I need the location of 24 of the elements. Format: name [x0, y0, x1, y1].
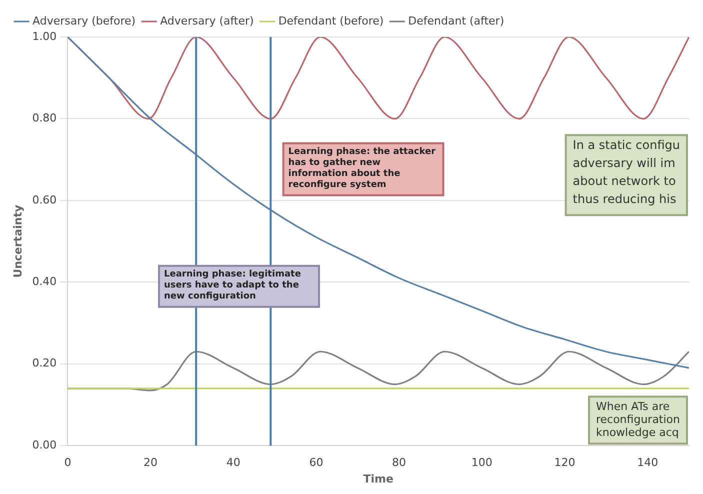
x-tick-label: 20	[144, 456, 158, 470]
y-tick-label: 1.00	[32, 30, 57, 43]
legend-label: Adversary (after)	[160, 14, 254, 28]
x-tick-label: 40	[226, 456, 240, 470]
x-tick-label: 140	[637, 456, 658, 470]
x-axis-title: Time	[363, 472, 394, 486]
y-tick-label: 0.20	[32, 356, 57, 370]
legend-label: Defendant (before)	[278, 14, 384, 28]
y-axis-title: Uncertainty	[11, 204, 24, 278]
legend-label: Defendant (after)	[408, 14, 504, 28]
y-tick-label: 0.40	[32, 275, 57, 288]
annotation: Learning phase: legitimate users have to adapt to the new configuration	[164, 270, 301, 302]
legend-label: Adversary (before)	[32, 14, 136, 28]
y-tick-label: 0.80	[32, 112, 57, 125]
y-tick-label: 0.00	[32, 438, 57, 452]
annotation: When ATs are reconfiguration knowledge acq	[596, 400, 680, 439]
x-tick-label: 80	[392, 456, 406, 470]
x-tick-label: 0	[64, 456, 72, 470]
x-tick-label: 120	[554, 456, 576, 470]
annotation: In a static configu adversary will im about network to thus reducing his	[572, 138, 680, 206]
x-tick-label: 60	[309, 456, 324, 470]
annotation: Learning phase: the attacker has to gather new information about the reconfigure system	[288, 147, 436, 190]
x-tick-label: 100	[471, 456, 492, 470]
y-tick-label: 0.60	[32, 193, 57, 206]
